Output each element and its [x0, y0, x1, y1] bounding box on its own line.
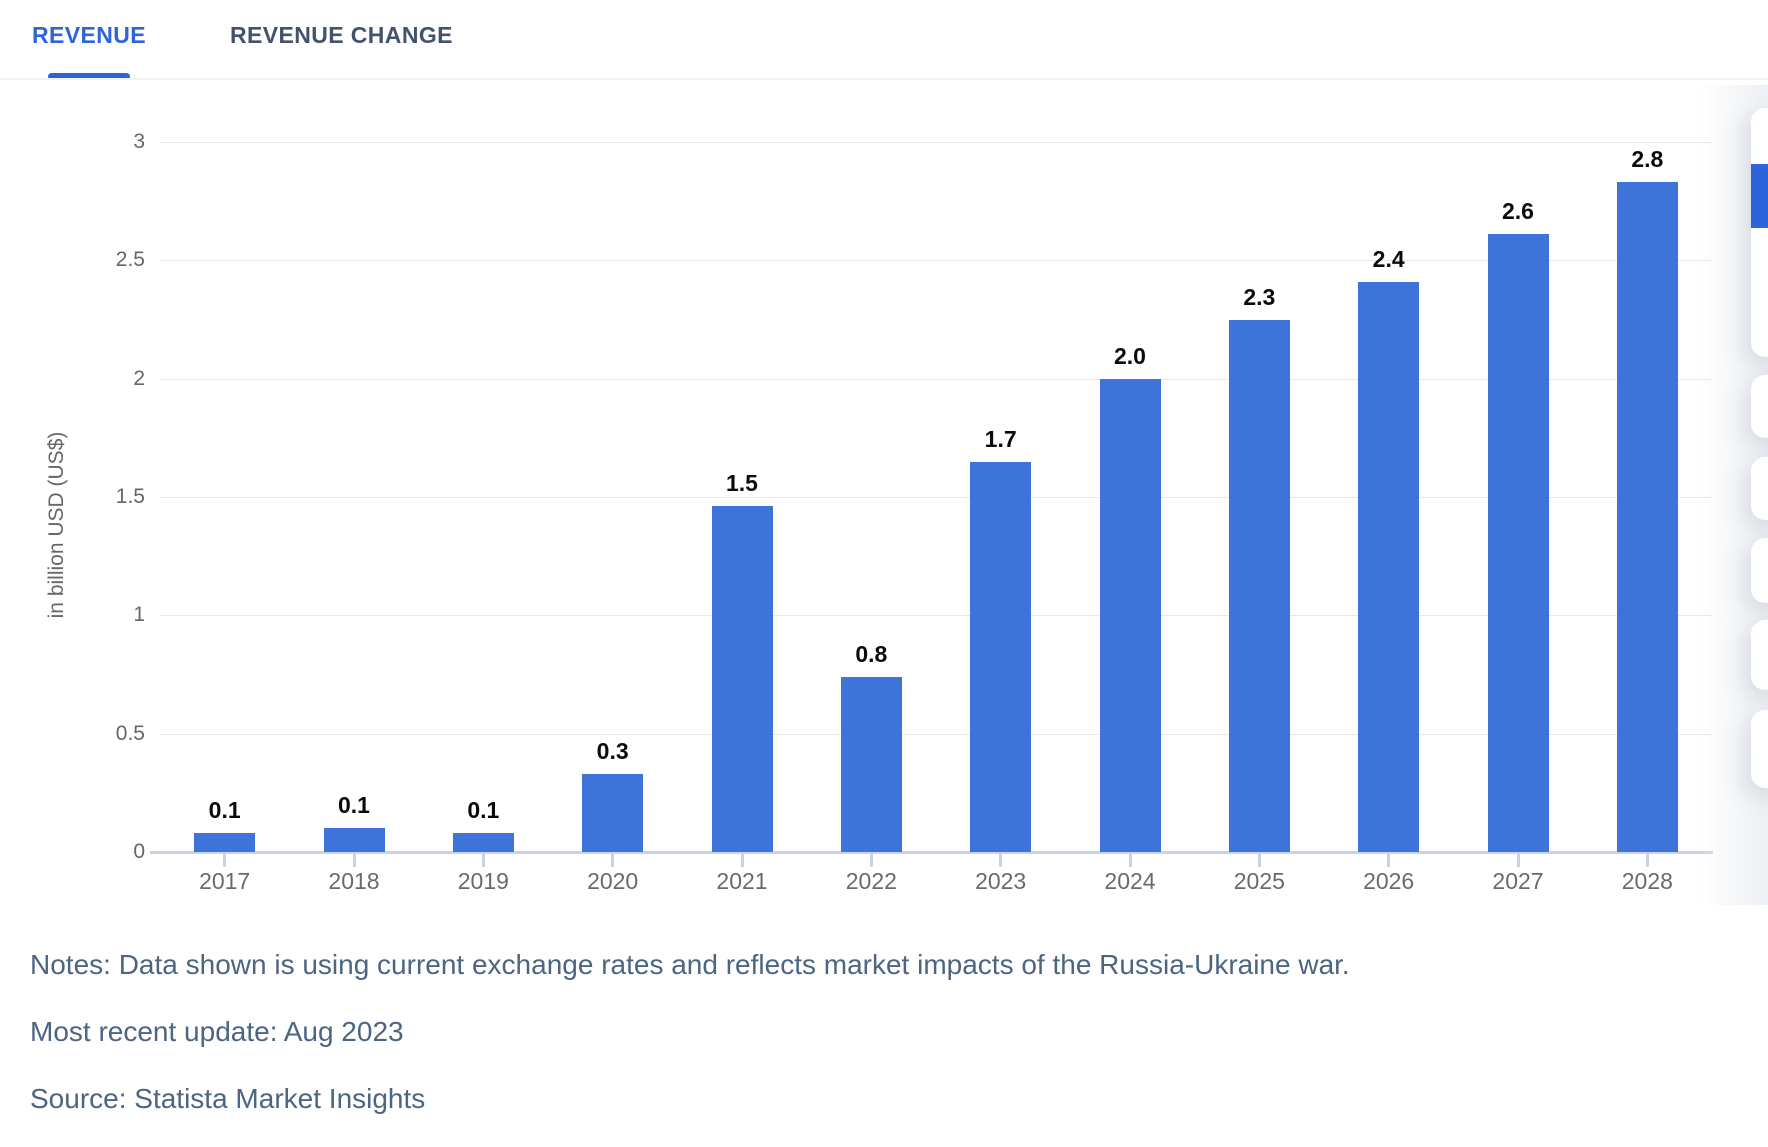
value-label-2022: 0.8 — [855, 640, 888, 667]
value-label-2023: 1.7 — [984, 425, 1017, 452]
value-label-2025: 2.3 — [1243, 283, 1276, 310]
bar-2019[interactable] — [452, 833, 514, 852]
x-tick-2021 — [740, 854, 744, 867]
bar-2025[interactable] — [1228, 319, 1290, 852]
side-toolbar-button[interactable] — [1751, 620, 1768, 690]
y-tick-label-0: 0 — [133, 840, 145, 863]
bar-2021[interactable] — [711, 506, 773, 852]
tab-revenue-change[interactable]: REVENUE CHANGE — [230, 22, 453, 48]
value-label-2021: 1.5 — [726, 470, 758, 497]
side-toolbar-button[interactable] — [1751, 375, 1768, 438]
x-tick-2020 — [611, 854, 615, 867]
bar-2018[interactable] — [323, 828, 385, 852]
x-axis-label-2021: 2021 — [716, 868, 768, 894]
notes-line: Notes: Data shown is using current excha… — [30, 949, 1350, 980]
bar-2028[interactable] — [1616, 182, 1678, 852]
y-tick-label-2: 2 — [133, 366, 145, 390]
y-tick-label-2.5: 2.5 — [115, 248, 145, 272]
x-axis-label-2017: 2017 — [199, 868, 251, 894]
side-toolbar-button[interactable] — [1751, 457, 1768, 520]
tab-revenue[interactable]: REVENUE — [32, 22, 146, 48]
x-axis-label-2024: 2024 — [1104, 868, 1156, 894]
bar-2027[interactable] — [1487, 234, 1549, 852]
x-tick-2023 — [999, 854, 1003, 867]
update-line: Most recent update: Aug 2023 — [30, 1016, 404, 1047]
gridline-2.5 — [160, 260, 1712, 262]
x-axis-label-2020: 2020 — [587, 868, 639, 894]
value-label-2026: 2.4 — [1372, 245, 1405, 272]
bar-2023[interactable] — [970, 461, 1032, 852]
value-label-2027: 2.6 — [1502, 198, 1534, 225]
x-axis-line — [150, 851, 1713, 854]
side-toolbar-button[interactable] — [1751, 538, 1768, 603]
source-line: Source: Statista Market Insights — [30, 1083, 426, 1114]
value-label-2019: 0.1 — [467, 797, 500, 824]
gridline-1.5 — [160, 497, 1712, 498]
side-toolbar-button[interactable] — [1751, 710, 1768, 788]
plot-area: 0 0.5 1 1.5 2 2.5 3 0.1 2017 0.1 2018 0.1 2019 0.3 202… — [116, 130, 1713, 894]
value-label-2028: 2.8 — [1631, 146, 1664, 173]
x-axis-label-2026: 2026 — [1363, 868, 1415, 894]
y-tick-label-3: 3 — [133, 130, 145, 153]
x-axis-label-2019: 2019 — [457, 868, 509, 894]
active-tab-underline — [48, 73, 130, 80]
side-toolbar-card[interactable] — [1751, 108, 1768, 357]
tab-bar: REVENUE REVENUE CHANGE — [0, 0, 1768, 80]
value-label-2018: 0.1 — [338, 792, 370, 819]
bar-2026[interactable] — [1358, 281, 1420, 852]
x-axis-label-2025: 2025 — [1233, 868, 1285, 894]
gridline-2 — [160, 378, 1712, 380]
x-axis-label-2023: 2023 — [975, 868, 1027, 894]
x-tick-2026 — [1387, 854, 1391, 867]
x-axis-label-2018: 2018 — [328, 868, 380, 894]
x-tick-2018 — [352, 854, 356, 867]
value-label-2020: 0.3 — [596, 737, 629, 764]
footer-notes: Notes: Data shown is using current excha… — [30, 946, 1730, 1147]
y-tick-label-1.5: 1.5 — [115, 485, 145, 508]
bar-2017[interactable] — [194, 833, 256, 852]
gridline-3 — [160, 142, 1712, 143]
x-tick-2022 — [869, 854, 873, 867]
x-tick-2027 — [1516, 854, 1520, 867]
y-axis-title: in billion USD (US$) — [45, 431, 68, 619]
value-label-2017: 0.1 — [208, 797, 241, 824]
bar-2020[interactable] — [582, 773, 644, 852]
y-tick-label-0.5: 0.5 — [115, 721, 145, 745]
x-tick-2024 — [1128, 854, 1132, 867]
x-tick-2019 — [481, 854, 485, 867]
value-label-2024: 2.0 — [1114, 342, 1146, 369]
gridline-0.5 — [160, 733, 1712, 735]
x-tick-2025 — [1257, 854, 1261, 867]
y-tick-label-1: 1 — [133, 603, 145, 627]
tabbar-divider — [0, 78, 1768, 80]
x-tick-2017 — [223, 854, 227, 867]
side-toolbar-active-item[interactable] — [1751, 164, 1768, 228]
gridline-1 — [160, 615, 1712, 617]
x-axis-label-2027: 2027 — [1492, 868, 1544, 894]
bar-2022[interactable] — [840, 676, 902, 852]
revenue-bar-chart: in billion USD (US$) 0 0.5 1 1.5 2 2.5 3 0.1 201… — [0, 80, 1768, 920]
x-tick-2028 — [1645, 854, 1649, 867]
x-axis-label-2028: 2028 — [1621, 868, 1673, 894]
x-axis-label-2022: 2022 — [845, 868, 897, 894]
bar-2024[interactable] — [1099, 378, 1161, 852]
